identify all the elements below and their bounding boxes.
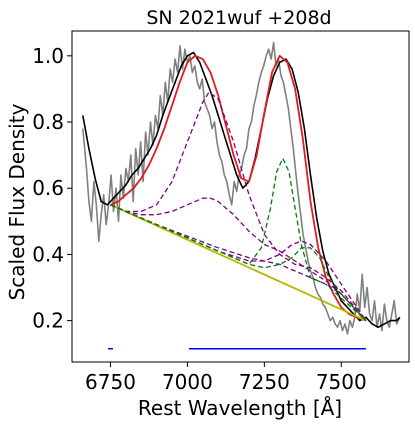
raw-spectrum-line	[82, 41, 401, 335]
x-axis-label: Rest Wavelength [Å]	[138, 396, 342, 420]
y-tick-label: 0.2	[32, 309, 64, 333]
broad-component-line-5	[110, 91, 367, 322]
y-axis-label: Scaled Flux Density	[5, 103, 29, 300]
continuum-line	[110, 203, 367, 322]
smoothed-spectrum-line	[82, 51, 401, 328]
plot-area	[82, 41, 401, 350]
y-tick-label: 0.4	[32, 242, 64, 266]
x-tick-label: 7500	[316, 370, 367, 394]
y-tick-label: 0.6	[32, 176, 64, 200]
x-tick-label: 7250	[239, 370, 290, 394]
broad-component-line-6	[110, 197, 367, 322]
narrow-component-line-9	[110, 157, 367, 322]
axes: 6750 7000 7250 7500 0.2 0.4 0.6 0.8 1.0	[32, 30, 410, 394]
y-tick-label: 1.0	[32, 44, 64, 68]
plot-frame	[71, 30, 410, 363]
y-tick-label: 0.8	[32, 110, 64, 134]
broad-component-line-7	[110, 204, 367, 322]
total-fit-line	[110, 54, 367, 322]
x-tick-label: 6750	[85, 370, 136, 394]
narrow-component-line-10	[110, 204, 367, 322]
chart-title: SN 2021wuf +208d	[146, 7, 331, 29]
x-tick-label: 7000	[162, 370, 213, 394]
